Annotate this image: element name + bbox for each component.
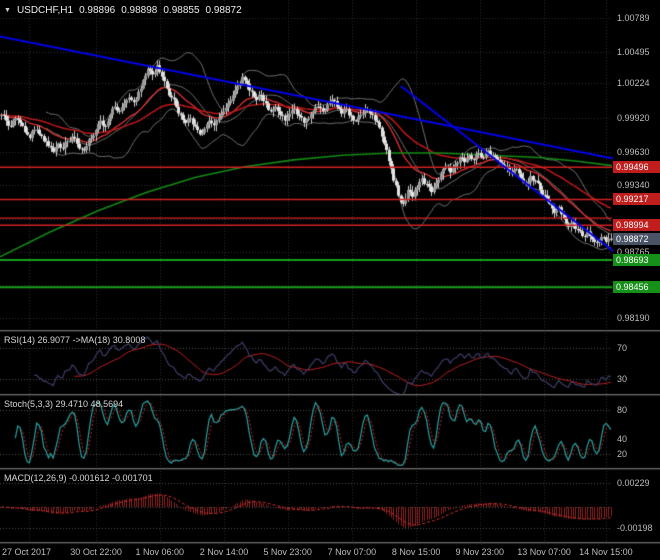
one-click-trading-arrow-icon[interactable]: ▼ [4,7,11,14]
close-price-value: 0.98872 [205,5,242,16]
low-price-value: 0.98855 [163,5,200,16]
macd-indicator-label: MACD(12,26,9) -0.001612 -0.001701 [4,473,153,483]
symbol-timeframe-label: USDCHF,H1 [16,5,74,16]
high-price-value: 0.98898 [121,5,158,16]
open-price-value: 0.98896 [79,5,116,16]
rsi-indicator-label: RSI(14) 26.9077 ->MA(18) 30.8008 [4,335,146,345]
stoch-indicator-label: Stoch(5,3,3) 29.4710 48.5694 [4,399,124,409]
chart-ohlc-header: ▼ USDCHF,H1 0.98896 0.98898 0.98855 0.98… [4,5,242,16]
